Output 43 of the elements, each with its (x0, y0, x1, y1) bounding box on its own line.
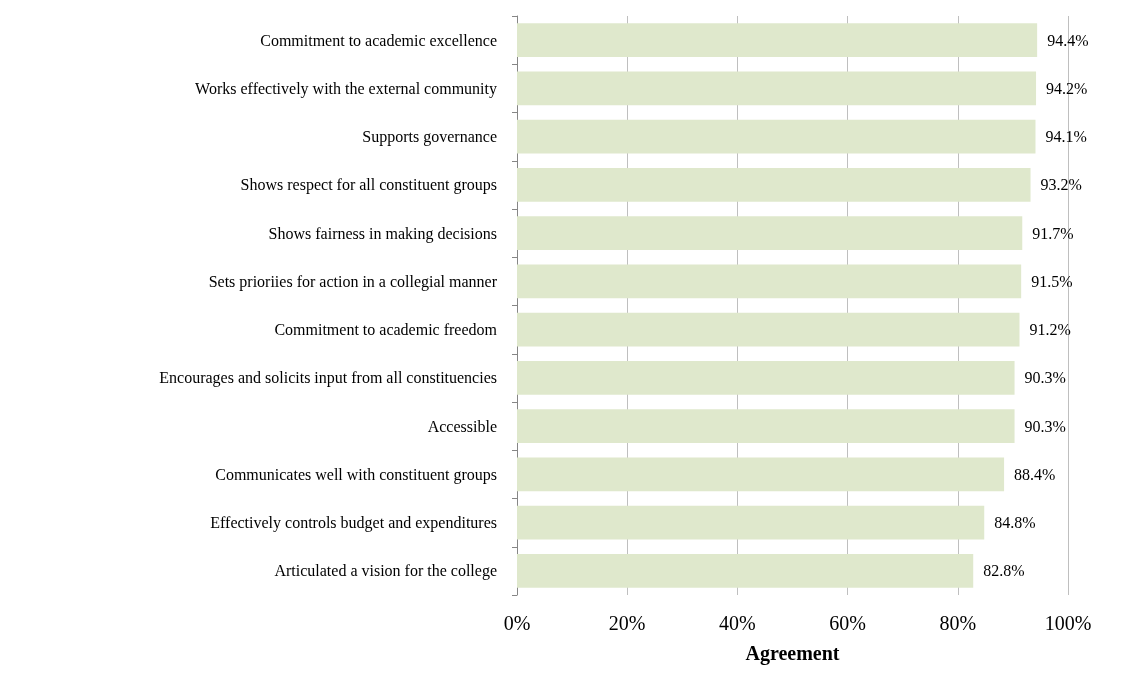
bar (517, 312, 1020, 347)
bar (517, 167, 1031, 202)
x-tick-label: 20% (608, 612, 646, 634)
data-label: 91.7% (1032, 224, 1074, 242)
bar (517, 23, 1038, 58)
bar (517, 71, 1037, 106)
x-axis-title: Agreement (745, 642, 840, 665)
y-tick-label: Sets prioriies for action in a collegial manner (208, 272, 498, 291)
y-tick-label: Articulated a vision for the college (274, 562, 497, 581)
data-label: 90.3% (1024, 417, 1066, 435)
x-tick-label: 100% (1044, 612, 1092, 634)
bar (517, 457, 1005, 492)
data-label: 84.8% (994, 514, 1036, 532)
y-tick-label: Supports governance (362, 128, 497, 147)
bar (517, 409, 1015, 444)
y-tick-label: Effectively controls budget and expenditures (210, 514, 497, 533)
data-label: 94.2% (1046, 79, 1088, 97)
data-label: 91.2% (1029, 321, 1071, 339)
bar (517, 119, 1036, 154)
x-tick-label: 80% (939, 612, 977, 634)
data-label: 93.2% (1040, 176, 1082, 194)
bar (517, 505, 985, 540)
data-label: 94.4% (1047, 31, 1089, 49)
y-tick-label: Accessible (427, 417, 497, 435)
x-tick-label: 40% (719, 612, 756, 634)
x-tick-label: 60% (829, 612, 866, 634)
y-tick-label: Encourages and solicits input from all constituencies (159, 369, 497, 388)
y-tick-label: Commitment to academic excellence (260, 31, 497, 49)
data-label: 91.5% (1031, 272, 1073, 290)
y-tick-label: Shows fairness in making decisions (268, 224, 497, 243)
data-label: 88.4% (1014, 465, 1056, 483)
y-tick-label: Communicates well with constituent groups (215, 465, 497, 484)
bar (517, 216, 1023, 251)
data-label: 94.1% (1045, 128, 1087, 146)
data-label: 82.8% (983, 562, 1025, 580)
y-tick-label: Shows respect for all constituent groups (240, 176, 497, 195)
bar (517, 264, 1022, 299)
y-tick-label: Commitment to academic freedom (274, 321, 498, 339)
bar (517, 553, 974, 588)
y-tick-label: Works effectively with the external community (195, 79, 497, 98)
x-tick-label: 0% (503, 612, 531, 634)
data-label: 90.3% (1024, 369, 1066, 387)
bar (517, 360, 1015, 395)
